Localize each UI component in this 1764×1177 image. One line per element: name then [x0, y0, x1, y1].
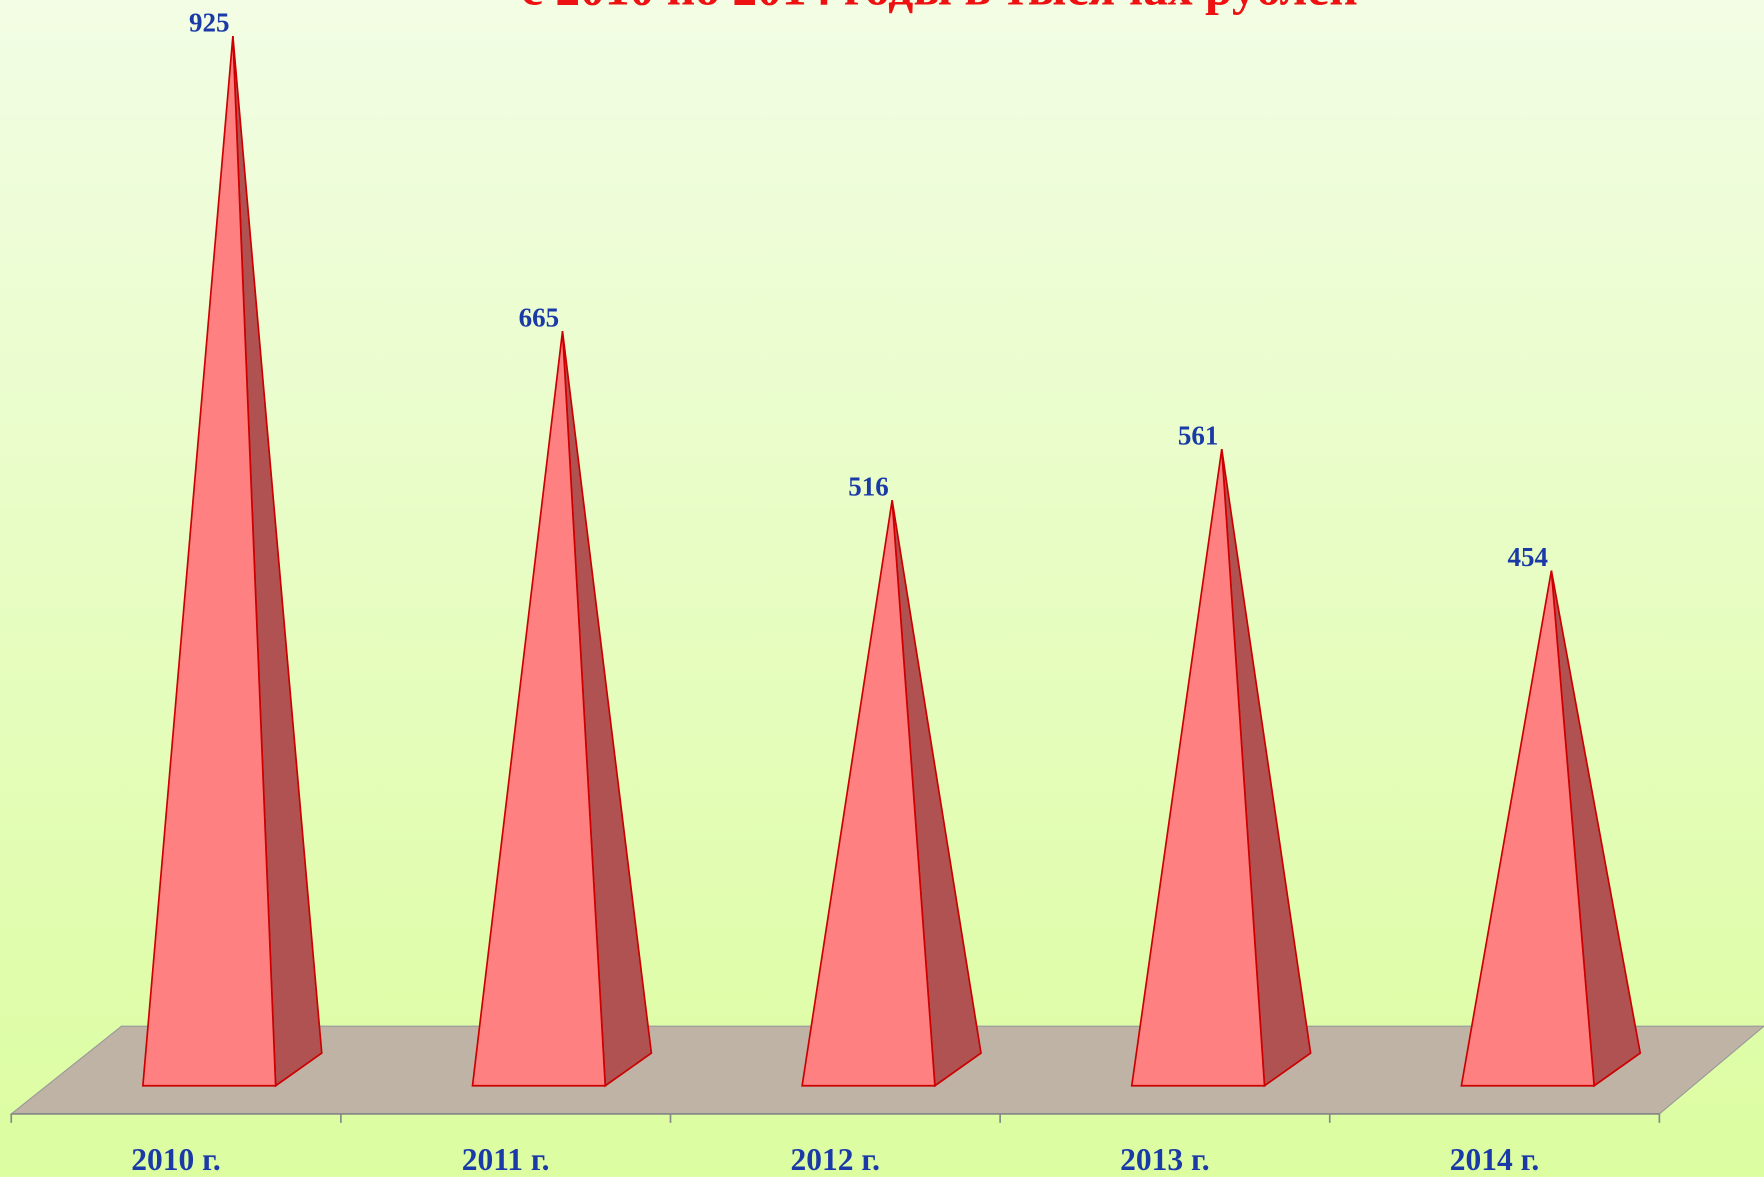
pyramid [1460, 570, 1642, 1088]
pyramid-front [1130, 449, 1266, 1087]
pyramid [141, 36, 323, 1088]
data-label: 454 [1508, 542, 1549, 572]
data-label: 925 [189, 8, 230, 38]
pyramid [471, 331, 653, 1088]
x-tick-label: 2012 г. [791, 1142, 881, 1177]
pyramid-front [471, 331, 607, 1087]
data-label: 665 [519, 303, 560, 333]
x-tick-label: 2010 г. [131, 1142, 221, 1177]
pyramid [1130, 449, 1312, 1088]
data-label: 516 [848, 472, 889, 502]
pyramid [801, 500, 982, 1088]
chart-title: с 2010 по 2014 годы в тысячах рублей [521, 0, 1358, 16]
pyramid-front [141, 36, 277, 1087]
x-tick-label: 2013 г. [1120, 1142, 1210, 1177]
pyramid-front [1460, 570, 1596, 1087]
data-label: 561 [1178, 421, 1219, 451]
pyramid-front [801, 500, 936, 1087]
x-tick-label: 2011 г. [462, 1142, 550, 1177]
x-tick-label: 2014 г. [1450, 1142, 1540, 1177]
